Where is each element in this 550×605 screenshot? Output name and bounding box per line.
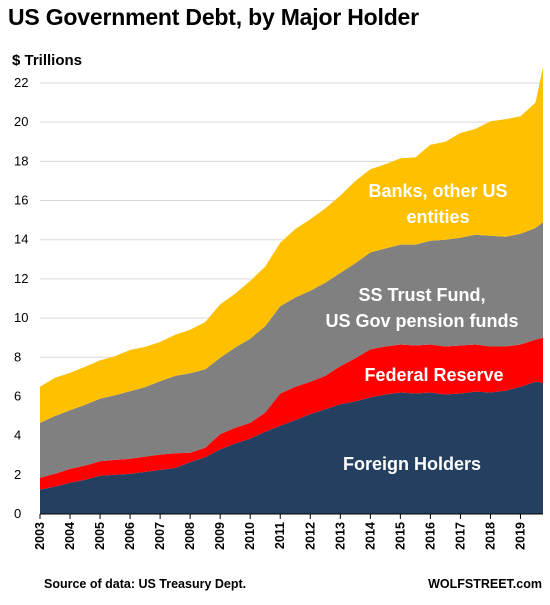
y-tick-label: 22	[14, 75, 28, 90]
area-series	[40, 67, 543, 514]
series-label: Federal Reserve	[364, 365, 503, 385]
x-tick-label: 2019	[513, 522, 527, 550]
x-tick-label: 2012	[303, 522, 317, 550]
x-tick-label: 2014	[363, 522, 377, 550]
x-tick-label: 2007	[153, 522, 167, 550]
x-tick-label: 2008	[183, 522, 197, 550]
x-tick-label: 2015	[393, 522, 407, 550]
area-series-0	[40, 381, 543, 514]
x-tick-label: 2010	[243, 522, 257, 550]
y-axis-unit-label: $ Trillions	[12, 52, 83, 69]
y-axis: 0 2 4 6 8 10 12 14 16 18 20 22	[14, 75, 28, 521]
y-tick-label: 16	[14, 193, 28, 208]
x-tick-label: 2017	[453, 522, 467, 550]
x-tick-label: 2013	[333, 522, 347, 550]
y-tick-label: 14	[14, 232, 28, 247]
y-tick-label: 12	[14, 271, 28, 286]
series-label: Foreign Holders	[343, 454, 481, 474]
y-tick-label: 8	[14, 349, 21, 364]
x-tick-label: 2004	[63, 522, 77, 550]
x-tick-label: 2011	[273, 522, 287, 549]
y-tick-label: 4	[14, 428, 21, 443]
y-tick-label: 6	[14, 388, 21, 403]
area-series-3	[40, 67, 543, 423]
x-tick-label: 2003	[33, 522, 47, 550]
series-label: Banks, other US	[368, 181, 507, 201]
x-axis: 2003 2004 2005 2006 2007 2008 2009 2010 2011 2012…	[33, 513, 543, 550]
y-tick-label: 10	[14, 310, 28, 325]
area-series-2	[40, 222, 543, 478]
publisher-brand: WOLFSTREET.com	[428, 577, 542, 591]
source-note: Source of data: US Treasury Dept.	[44, 577, 247, 591]
y-tick-label: 0	[14, 506, 21, 521]
series-label: US Gov pension funds	[325, 311, 518, 331]
area-series-1	[40, 337, 543, 490]
series-labels: Foreign Holders Federal Reserve SS Trust F…	[325, 181, 518, 474]
y-tick-label: 18	[14, 153, 28, 168]
series-label: SS Trust Fund,	[358, 285, 485, 305]
y-tick-label: 20	[14, 114, 28, 129]
x-tick-label: 2005	[93, 522, 107, 550]
x-tick-label: 2006	[123, 522, 137, 550]
series-label: entities	[406, 207, 469, 227]
y-tick-label: 2	[14, 467, 21, 482]
x-tick-label: 2018	[483, 522, 497, 550]
x-tick-label: 2009	[213, 522, 227, 550]
x-tick-label: 2016	[423, 522, 437, 550]
chart-title: US Government Debt, by Major Holder	[8, 4, 419, 30]
